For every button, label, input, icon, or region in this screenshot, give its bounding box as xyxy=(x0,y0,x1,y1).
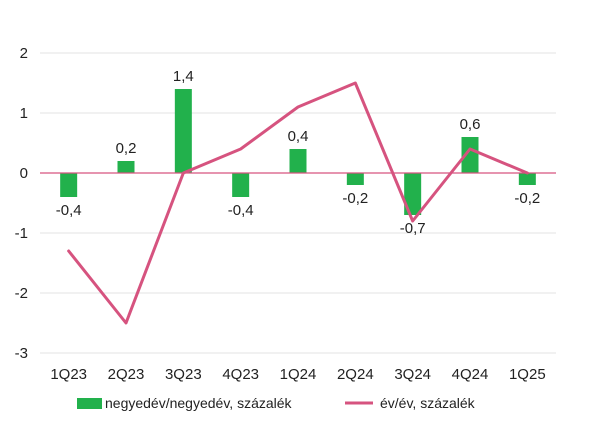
legend: negyedév/negyedév, százalék év/év, százal… xyxy=(77,395,476,411)
y-tick-label: 0 xyxy=(20,165,28,182)
bar xyxy=(404,173,422,215)
x-tick-label: 4Q23 xyxy=(222,366,259,383)
x-axis: 1Q23 2Q23 3Q23 4Q23 1Q24 2Q24 3Q24 4Q24 1Q25 xyxy=(50,366,545,383)
data-label: -0,4 xyxy=(56,202,82,219)
bar xyxy=(60,173,78,197)
x-tick-label: 2Q24 xyxy=(337,366,374,383)
bar xyxy=(346,173,364,185)
bar xyxy=(461,137,479,173)
bar xyxy=(518,173,536,185)
grid xyxy=(40,52,556,354)
data-label: 1,4 xyxy=(173,68,194,85)
y-tick-label: -2 xyxy=(15,285,28,302)
bar xyxy=(232,173,250,197)
bar-series xyxy=(60,89,536,215)
x-tick-label: 4Q24 xyxy=(452,366,489,383)
series-line xyxy=(67,81,529,325)
x-tick-label: 3Q24 xyxy=(394,366,431,383)
y-tick-label: -3 xyxy=(15,345,28,362)
y-axis: 2 1 0 -1 -2 -3 xyxy=(15,45,28,362)
y-tick-label: 2 xyxy=(20,45,28,62)
bar xyxy=(174,89,192,173)
data-labels: -0,4 0,2 1,4 -0,4 0,4 -0,2 -0,7 0,6 -0,2 xyxy=(56,68,541,237)
data-label: -0,7 xyxy=(400,220,426,237)
data-label: 0,4 xyxy=(288,128,309,145)
data-label: 0,2 xyxy=(116,140,137,157)
line-series xyxy=(67,81,529,325)
x-tick-label: 3Q23 xyxy=(165,366,202,383)
bar xyxy=(117,161,135,173)
data-label: -0,2 xyxy=(342,190,368,207)
data-label: -0,2 xyxy=(514,190,540,207)
legend-label: év/év, százalék xyxy=(380,395,476,411)
bar xyxy=(289,149,307,173)
x-tick-label: 1Q24 xyxy=(280,366,317,383)
legend-label: negyedév/negyedév, százalék xyxy=(105,395,293,411)
legend-swatch-bar xyxy=(77,398,102,409)
x-tick-label: 1Q23 xyxy=(50,366,87,383)
data-label: 0,6 xyxy=(460,116,481,133)
x-tick-label: 2Q23 xyxy=(108,366,145,383)
data-label: -0,4 xyxy=(228,202,254,219)
y-tick-label: -1 xyxy=(15,225,28,242)
x-tick-label: 1Q25 xyxy=(509,366,546,383)
y-tick-label: 1 xyxy=(20,105,28,122)
